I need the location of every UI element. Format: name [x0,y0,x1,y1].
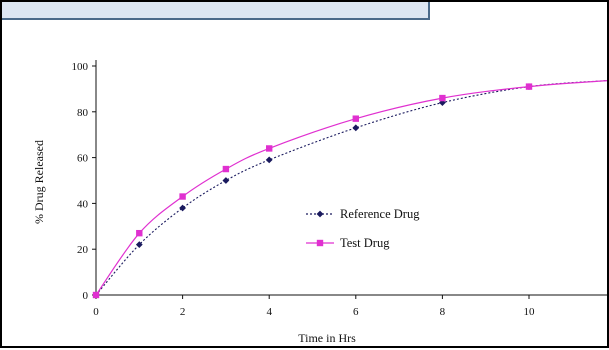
title-tab [2,2,430,20]
x-tick-label: 8 [440,306,446,318]
y-tick-label: 0 [83,290,89,302]
series-layer [92,80,608,299]
y-tick-label: 20 [77,244,89,256]
reference-drug-point [135,241,143,249]
x-tick-label: 4 [266,306,272,318]
y-tick-label: 60 [77,153,89,165]
test-drug-point [525,83,533,90]
test-drug-point [266,145,273,152]
y-tick-label: 100 [72,61,89,73]
reference-drug-point [352,124,360,132]
test-drug-point [92,291,100,299]
x-tick-label: 10 [524,306,536,318]
test-drug-point [352,115,359,122]
legend-label: Reference Drug [340,207,420,221]
legend-marker-diamond [316,210,324,218]
x-axis-title: Time in Hrs [298,331,356,345]
y-tick-label: 80 [77,107,89,119]
test-drug-point [136,229,143,237]
axes: 0 20 40 60 80 100 0 2 4 6 8 10 [72,60,607,318]
legend-label: Test Drug [340,236,390,250]
test-drug-point [222,165,230,173]
reference-drug-point [179,204,186,212]
reference-drug-point [265,156,273,164]
reference-drug-point [222,177,230,184]
test-drug-point [179,193,186,200]
y-tick-label: 40 [77,198,89,210]
legend: Reference Drug Test Drug [306,207,420,250]
x-tick-label: 6 [353,306,359,318]
series-line-test-drug [95,80,608,296]
x-tick-label: 2 [180,306,186,318]
series-line-reference-drug [95,80,608,296]
x-tick-label: 0 [93,306,99,318]
y-axis-title: % Drug Released [32,140,46,224]
test-drug-point [439,94,446,102]
legend-marker-square [316,239,324,247]
